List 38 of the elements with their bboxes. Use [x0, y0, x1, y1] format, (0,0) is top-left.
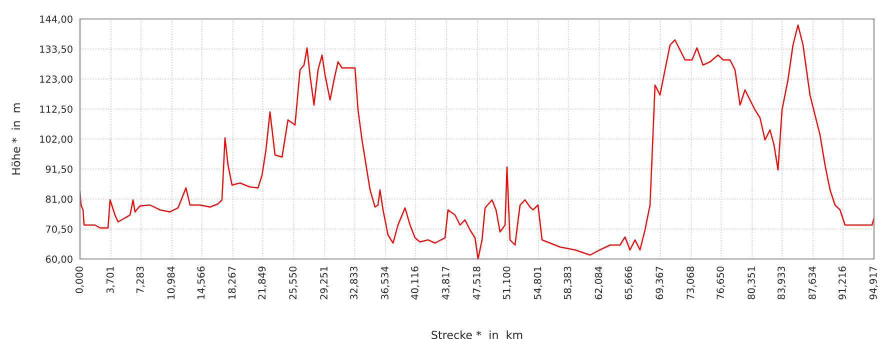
y-tick-label: 91,50	[46, 165, 72, 174]
x-tick-label: 73,068	[686, 266, 696, 300]
x-tick-label: 80,351	[748, 266, 756, 300]
x-tick-label: 14,566	[197, 266, 206, 299]
x-tick-label: 7,283	[136, 266, 145, 293]
x-tick-label: 54,801	[534, 266, 542, 300]
x-tick-label: 76,650	[716, 266, 726, 300]
y-tick-label: 112,50	[40, 105, 72, 114]
x-tick-label: 10,984	[167, 266, 176, 299]
x-tick-label: 47,518	[472, 266, 482, 300]
x-tick-label: 51,100	[502, 266, 512, 300]
y-tick-label: 102,00	[40, 135, 72, 144]
y-axis-title: Höhe * in m	[12, 103, 20, 175]
x-tick-label: 62,084	[594, 266, 604, 300]
y-tick-label: 70,50	[46, 225, 72, 234]
x-tick-label: 91,216	[838, 266, 847, 300]
x-tick-label: 21,849	[258, 266, 267, 300]
y-tick-label: 60,00	[46, 255, 72, 264]
y-tick-label: 123,00	[40, 75, 72, 84]
x-tick-label: 18,267	[228, 266, 237, 299]
x-tick-label: 43,817	[442, 266, 450, 300]
x-tick-label: 94,917	[869, 266, 878, 300]
y-tick-label: 81,00	[46, 195, 72, 204]
x-tick-label: 3,701	[106, 266, 115, 294]
x-tick-label: 25,550	[289, 266, 298, 300]
x-axis-title: Strecke * in km	[432, 330, 522, 339]
x-tick-label: 65,666	[624, 266, 634, 300]
x-tick-label: 69,367	[656, 266, 664, 300]
x-tick-label: 58,383	[564, 266, 572, 300]
x-tick-label: 36,534	[381, 266, 390, 300]
x-tick-label: 83,933	[778, 266, 786, 300]
x-tick-label: 87,634	[808, 266, 817, 300]
y-tick-label: 144,00	[40, 15, 72, 24]
x-tick-label: 40,116	[411, 266, 420, 300]
x-tick-label: 32,833	[350, 266, 358, 300]
x-tick-label: 0,000	[75, 266, 84, 294]
y-tick-label: 133,50	[40, 45, 72, 54]
x-tick-label: 29,251	[320, 266, 329, 300]
